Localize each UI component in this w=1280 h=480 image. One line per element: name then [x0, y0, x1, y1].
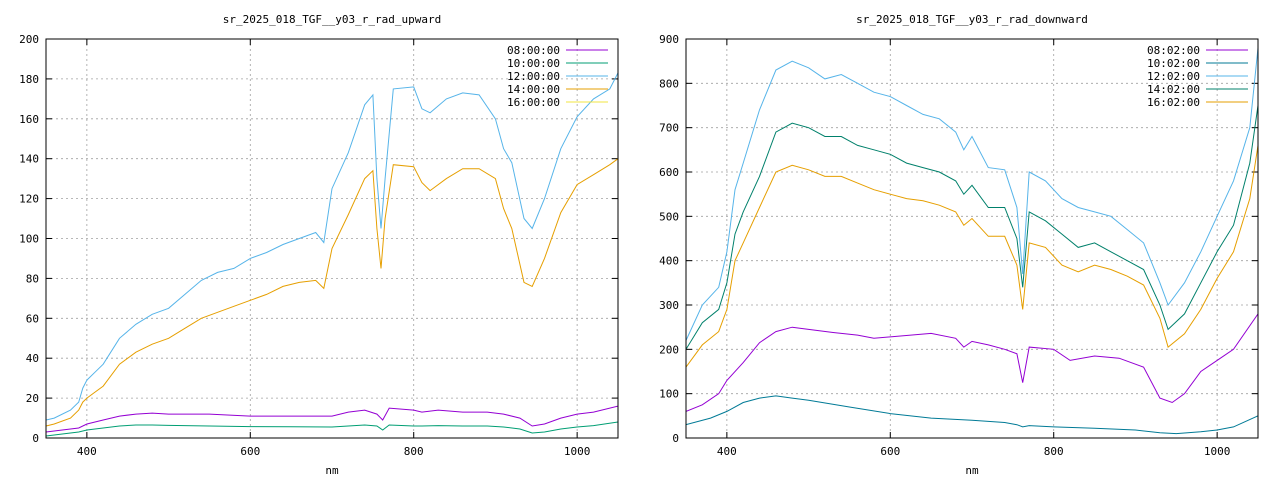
x-tick-label: 1000: [1204, 445, 1231, 458]
x-tick-label: 600: [880, 445, 900, 458]
y-tick-label: 300: [659, 299, 679, 312]
legend-label: 12:00:00: [507, 70, 560, 83]
legend-label: 10:02:00: [1147, 57, 1200, 70]
y-tick-label: 500: [659, 210, 679, 223]
y-tick-label: 20: [26, 392, 39, 405]
x-tick-label: 600: [240, 445, 260, 458]
x-tick-label: 800: [1044, 445, 1064, 458]
legend-label: 14:02:00: [1147, 83, 1200, 96]
series-line-4: [686, 145, 1258, 368]
y-tick-label: 60: [26, 312, 39, 325]
y-tick-label: 200: [659, 343, 679, 356]
y-tick-label: 0: [672, 432, 679, 445]
x-tick-label: 1000: [564, 445, 591, 458]
legend-label: 10:00:00: [507, 57, 560, 70]
y-tick-label: 400: [659, 255, 679, 268]
y-tick-label: 120: [19, 193, 39, 206]
legend-label: 14:00:00: [507, 83, 560, 96]
chart-title: sr_2025_018_TGF__y03_r_rad_downward: [856, 13, 1088, 26]
y-tick-label: 40: [26, 352, 39, 365]
series-line-1: [686, 395, 1258, 435]
chart-title: sr_2025_018_TGF__y03_r_rad_upward: [223, 13, 442, 26]
legend-label: 12:02:00: [1147, 70, 1200, 83]
legend-label: 08:00:00: [507, 44, 560, 57]
plot-border: [685, 38, 1259, 439]
y-tick-label: 900: [659, 33, 679, 46]
series-line-3: [46, 158, 618, 427]
y-tick-label: 180: [19, 73, 39, 86]
series-line-2: [686, 47, 1258, 341]
series-line-0: [686, 313, 1258, 412]
y-tick-label: 800: [659, 77, 679, 90]
y-tick-label: 160: [19, 113, 39, 126]
y-tick-label: 200: [19, 33, 39, 46]
y-tick-label: 100: [19, 233, 39, 246]
legend-label: 16:00:00: [507, 96, 560, 109]
x-axis-label: nm: [325, 464, 339, 477]
plot-border: [45, 38, 619, 439]
x-axis-label: nm: [965, 464, 979, 477]
x-tick-label: 800: [404, 445, 424, 458]
legend-label: 16:02:00: [1147, 96, 1200, 109]
series-line-1: [46, 421, 618, 437]
legend-label: 08:02:00: [1147, 44, 1200, 57]
y-tick-label: 140: [19, 153, 39, 166]
x-tick-label: 400: [717, 445, 737, 458]
series-line-2: [46, 72, 618, 421]
y-tick-label: 80: [26, 272, 39, 285]
series-line-0: [46, 405, 618, 433]
y-tick-label: 100: [659, 388, 679, 401]
y-tick-label: 600: [659, 166, 679, 179]
x-tick-label: 400: [77, 445, 97, 458]
chart-1: sr_2025_018_TGF__y03_r_rad_downward 400 60…: [659, 13, 1259, 477]
y-tick-label: 0: [32, 432, 39, 445]
y-tick-label: 700: [659, 122, 679, 135]
series-line-3: [686, 105, 1258, 350]
